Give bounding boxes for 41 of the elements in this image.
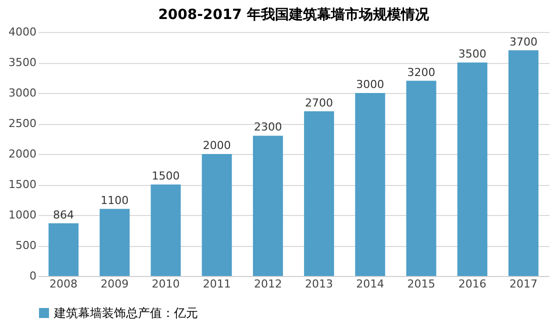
legend-label: 建筑幕墙装饰总产值：亿元	[53, 306, 198, 320]
bar	[304, 111, 334, 276]
data-label: 3700	[509, 35, 538, 48]
x-tick-label: 2008	[50, 278, 78, 290]
x-tick-label: 2010	[152, 278, 180, 290]
bar	[508, 50, 538, 276]
x-tick-label: 2009	[100, 278, 129, 290]
y-tick-label: 1500	[8, 178, 36, 191]
bar	[150, 184, 181, 276]
data-label: 3200	[407, 66, 436, 79]
y-tick-label: 3500	[8, 56, 36, 69]
y-tick-label: 500	[16, 239, 36, 252]
data-label: 2000	[202, 139, 231, 152]
y-tick-label: 2000	[8, 148, 36, 160]
bar	[100, 208, 130, 276]
data-label: 3500	[458, 48, 486, 60]
y-tick-label: 2500	[8, 117, 36, 130]
chart-title: 2008-2017 年我国建筑幕墙市场规模情况	[158, 6, 430, 23]
y-tick-label: 0	[30, 270, 36, 282]
data-label: 864	[53, 208, 74, 222]
bar	[202, 154, 232, 276]
y-tick-label: 4000	[8, 26, 36, 38]
bar	[355, 93, 386, 276]
data-label: 3000	[356, 78, 384, 91]
bar	[48, 223, 79, 276]
x-tick-label: 2017	[509, 278, 538, 290]
bar	[457, 62, 488, 276]
x-tick-label: 2012	[254, 278, 282, 290]
data-label: 1500	[152, 170, 180, 182]
data-label: 2300	[254, 120, 282, 134]
y-tick-label: 3000	[8, 86, 36, 100]
data-label: 2700	[305, 96, 334, 110]
bar	[252, 136, 283, 276]
x-tick-label: 2015	[407, 278, 436, 290]
bar	[406, 80, 436, 276]
x-tick-label: 2013	[305, 278, 334, 290]
x-tick-label: 2016	[458, 278, 486, 290]
x-tick-label: 2014	[356, 278, 384, 290]
y-tick-label: 1000	[8, 208, 36, 222]
data-label: 1100	[100, 194, 129, 207]
x-tick-label: 2011	[202, 278, 231, 290]
